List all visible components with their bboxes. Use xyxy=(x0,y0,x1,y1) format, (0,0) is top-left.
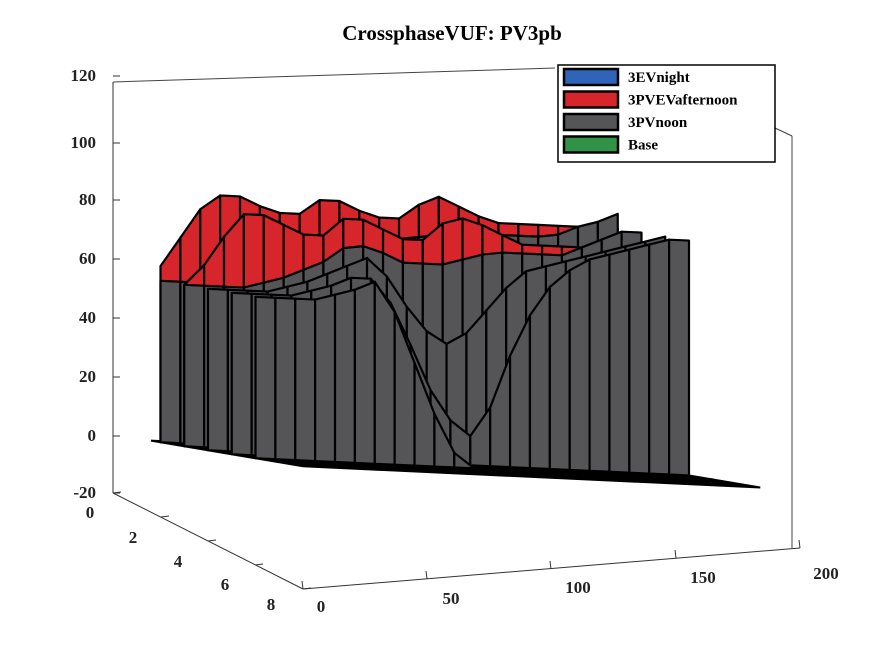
legend: 3EVnight 3PVEVafternoon 3PVnoon Base xyxy=(557,64,776,163)
y-tick-label: 8 xyxy=(267,595,276,614)
x-axis-ticks: 0 50 100 150 200 xyxy=(301,539,839,616)
noon-ribbon-panel xyxy=(528,285,551,471)
z-axis-ticks: 120 100 80 60 40 20 0 -20 xyxy=(71,66,120,502)
noon-ribbon-panel xyxy=(294,297,317,463)
z-tick-label: 0 xyxy=(88,426,97,445)
noon-ribbon-panel xyxy=(568,258,591,472)
noon-ribbon-panel xyxy=(668,238,691,477)
x-tick-mark xyxy=(674,549,677,559)
legend-swatch xyxy=(562,67,620,87)
legend-label: 3PVEVafternoon xyxy=(628,93,738,109)
noon-ribbon-panel xyxy=(612,473,635,477)
y-tick-mark xyxy=(254,563,264,566)
x-tick-mark xyxy=(549,560,552,570)
noon-ribbon-panel xyxy=(691,477,714,481)
noon-ribbon-panel xyxy=(632,474,655,478)
x-tick-label: 100 xyxy=(565,578,591,597)
noon-ribbon-panel xyxy=(608,248,631,474)
y-tick-label: 2 xyxy=(129,528,138,547)
noon-ribbon-panel xyxy=(512,469,535,473)
x-tick-mark xyxy=(798,539,801,549)
noon-ribbon-panel xyxy=(453,451,476,470)
noon-ribbon-panel xyxy=(274,296,297,462)
legend-label: Base xyxy=(628,138,658,154)
y-tick-mark xyxy=(112,491,122,494)
legend-label: 3PVnoon xyxy=(628,115,688,131)
z-tick-label: 100 xyxy=(71,133,97,152)
legend-swatch xyxy=(562,112,620,132)
z-tick-label: 20 xyxy=(79,367,96,386)
chart-title: CrossphaseVUF: PV3pb xyxy=(342,21,562,45)
legend-swatch xyxy=(562,90,620,109)
y-axis-ticks: 0 2 4 6 8 xyxy=(86,491,312,614)
y-tick-mark xyxy=(160,515,170,518)
y-tick-mark xyxy=(207,539,217,542)
noon-ribbon-panel xyxy=(628,243,651,475)
y-tick-label: 6 xyxy=(221,575,230,594)
x-tick-mark xyxy=(425,570,428,580)
noon-ribbon-panel xyxy=(572,471,595,476)
noon-ribbon-panel xyxy=(230,291,253,457)
x-tick-label: 50 xyxy=(443,589,460,608)
axes-box xyxy=(112,67,801,590)
y-tick-label: 0 xyxy=(86,503,95,522)
z-tick-label: 80 xyxy=(79,190,96,209)
surface-row xyxy=(254,280,714,481)
z-tick-label: 40 xyxy=(79,308,96,327)
noon-ribbon-panel xyxy=(373,280,396,466)
noon-ribbon-panel xyxy=(206,287,229,453)
noon-ribbon-panel xyxy=(333,288,356,464)
x-tick-mark xyxy=(301,580,304,590)
z-tick-label: 120 xyxy=(71,66,97,85)
noon-ribbon-panel xyxy=(492,468,516,472)
noon-ribbon-panel xyxy=(353,280,376,465)
noon-ribbon-panel xyxy=(552,470,575,475)
noon-ribbon-panel xyxy=(588,253,611,473)
noon-ribbon-panel xyxy=(254,295,277,461)
x-axis-line xyxy=(302,547,801,590)
noon-ribbon-panel xyxy=(648,238,671,476)
z-tick-label: 60 xyxy=(79,249,96,268)
noon-ribbon-panel xyxy=(671,476,694,480)
surface-plot xyxy=(150,194,761,489)
back-right-top-edge xyxy=(774,127,793,137)
noon-ribbon-panel xyxy=(159,279,182,445)
back-top-edge xyxy=(112,67,556,83)
x-tick-label: 150 xyxy=(690,568,716,587)
x-tick-label: 200 xyxy=(813,564,839,583)
legend-label: 3EVnight xyxy=(628,70,690,86)
y-tick-label: 4 xyxy=(174,552,183,571)
x-tick-label: 0 xyxy=(317,597,326,616)
noon-ribbon-panel xyxy=(592,472,615,476)
legend-swatch xyxy=(562,135,620,154)
noon-ribbon-panel xyxy=(548,269,571,472)
noon-ribbon-panel xyxy=(532,470,555,474)
noon-ribbon-panel xyxy=(473,467,496,471)
y-tick-mark xyxy=(302,587,312,590)
noon-ribbon-panel xyxy=(314,293,337,464)
z-tick-label: -20 xyxy=(73,483,96,502)
noon-ribbon-panel xyxy=(651,475,675,479)
noon-ribbon-panel xyxy=(183,283,206,449)
